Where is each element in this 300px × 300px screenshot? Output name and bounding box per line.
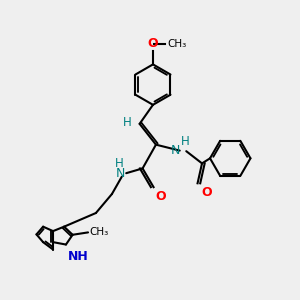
Text: O: O: [148, 37, 158, 50]
Text: NH: NH: [68, 250, 89, 263]
Text: N: N: [170, 144, 180, 157]
Text: CH₃: CH₃: [89, 227, 109, 237]
Text: O: O: [155, 190, 166, 203]
Text: N: N: [116, 167, 125, 180]
Text: H: H: [181, 135, 190, 148]
Text: CH₃: CH₃: [167, 40, 187, 50]
Text: H: H: [115, 157, 123, 169]
Text: H: H: [122, 116, 131, 129]
Text: O: O: [202, 186, 212, 199]
